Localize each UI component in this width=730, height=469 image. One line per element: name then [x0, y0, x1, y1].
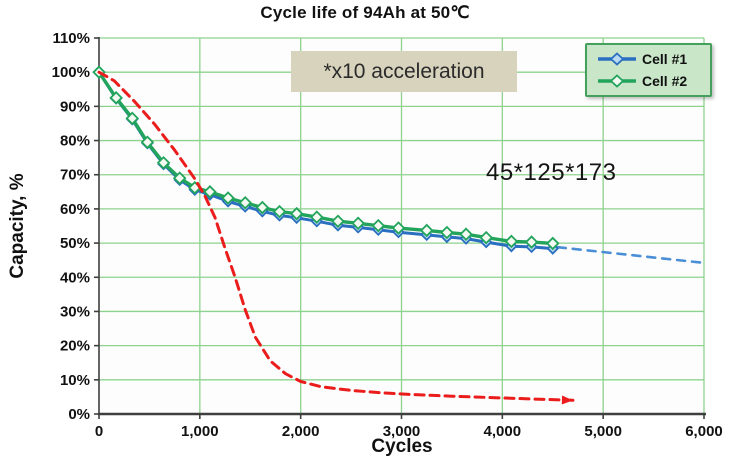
y-tick-label: 90%	[60, 98, 90, 115]
x-tick-label: 5,000	[584, 423, 622, 440]
y-tick-label: 60%	[60, 201, 90, 218]
marker-cell-2	[504, 234, 519, 249]
marker-cell-2	[255, 200, 270, 215]
marker-cell-2	[289, 206, 304, 221]
x-tick-label: 1,000	[181, 423, 219, 440]
marker-cell-2	[371, 218, 386, 233]
legend-label: Cell #1	[642, 51, 688, 67]
marker-cell-2	[221, 191, 235, 205]
marker-cell-2	[109, 91, 123, 105]
marker-cell-2	[440, 225, 454, 240]
y-tick-label: 50%	[60, 235, 90, 252]
marker-cell-2	[125, 111, 140, 126]
marker-cell-2	[272, 204, 287, 219]
marker-cell-2	[203, 185, 217, 199]
x-tick-label: 4,000	[484, 423, 522, 440]
legend-label: Cell #2	[642, 73, 688, 89]
legend-item-cell-1: Cell #1	[597, 51, 710, 67]
y-tick-label: 40%	[60, 269, 90, 286]
x-tick-label: 6,000	[685, 423, 723, 440]
marker-cell-2	[459, 227, 473, 241]
marker-cell-2	[140, 135, 155, 150]
marker-cell-2	[419, 223, 434, 238]
x-axis-title: Cycles	[371, 436, 433, 457]
chart-title: Cycle life of 94Ah at 50℃	[260, 3, 470, 22]
marker-cell-2	[172, 171, 187, 185]
marker-cell-2	[238, 195, 252, 210]
y-tick-label: 100%	[52, 64, 90, 81]
arrowhead-x10-accelerated-test	[561, 395, 573, 405]
legend: Cell #1 Cell #2	[585, 43, 712, 97]
x-tick-label: 0	[95, 423, 103, 440]
series-line-cell-1-extrapolation	[556, 245, 706, 265]
legend-marker-icon	[598, 74, 636, 88]
marker-cell-2	[524, 235, 539, 249]
series-line-x10-accelerated-test	[97, 70, 575, 402]
marker-cell-2	[351, 216, 365, 231]
marker-cell-2	[156, 155, 171, 170]
legend-item-cell-2: Cell #2	[597, 73, 710, 89]
y-tick-label: 0%	[68, 406, 90, 423]
marker-cell-2	[545, 236, 560, 251]
y-tick-label: 80%	[60, 133, 90, 150]
x-tick-label: 2,000	[282, 423, 320, 440]
y-tick-label: 10%	[60, 372, 90, 389]
marker-cell-2	[479, 230, 493, 245]
y-tick-label: 30%	[60, 303, 90, 320]
marker-cell-2	[310, 210, 324, 224]
x-tick-label: 3,000	[383, 423, 421, 440]
marker-cell-2	[331, 214, 345, 228]
y-tick-label: 70%	[60, 167, 90, 184]
legend-marker-icon	[598, 52, 636, 66]
annotation-acceleration: *x10 acceleration	[291, 51, 517, 92]
y-tick-label: 20%	[60, 338, 90, 355]
y-tick-label: 110%	[52, 30, 90, 47]
annotation-cell-dimensions: 45*125*173	[486, 159, 617, 186]
marker-cell-2	[391, 221, 406, 235]
